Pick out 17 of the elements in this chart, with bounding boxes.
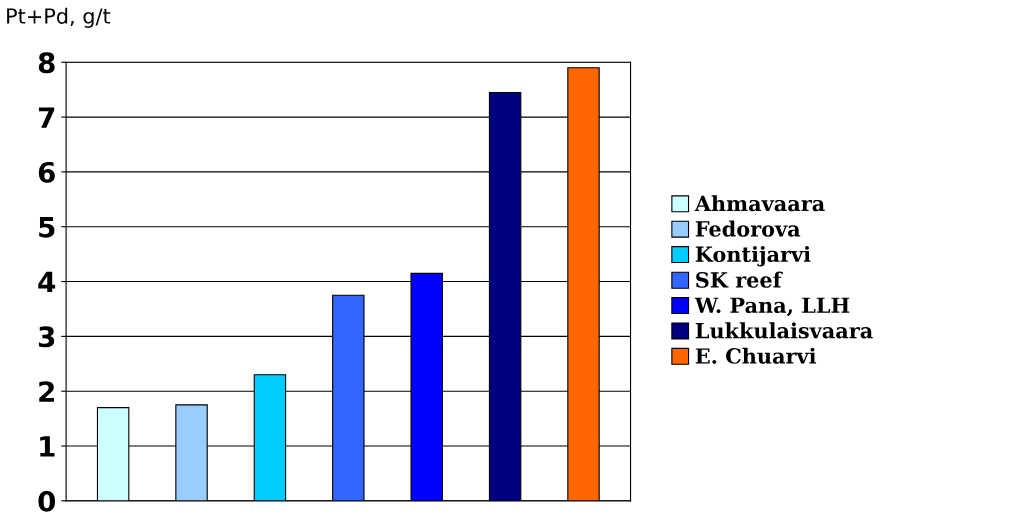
y-axis-title: Pt+Pd, g/t — [7, 7, 111, 28]
legend-label: Fedorova — [695, 220, 801, 237]
y-tick-label: 7 — [38, 107, 55, 128]
legend-label: W. Pana, LLH — [694, 297, 850, 317]
y-tick-label: 0 — [38, 490, 56, 512]
legend-label: Lukkulaisvaara — [695, 322, 873, 339]
y-tick-label: 3 — [38, 326, 55, 348]
y-tick-label: 1 — [40, 436, 55, 457]
legend-label: Kontijarvi — [695, 245, 811, 267]
y-tick-label: 2 — [39, 381, 54, 402]
legend-label: Ahmavaara — [694, 195, 825, 212]
y-tick-label: 4 — [38, 271, 56, 293]
y-tick-label: 6 — [38, 161, 55, 183]
legend-label: E. Chuarvi — [695, 347, 817, 364]
y-tick-label: 5 — [39, 217, 55, 238]
legend-label: SK reef — [696, 271, 783, 288]
y-tick-label: 8 — [38, 52, 55, 74]
